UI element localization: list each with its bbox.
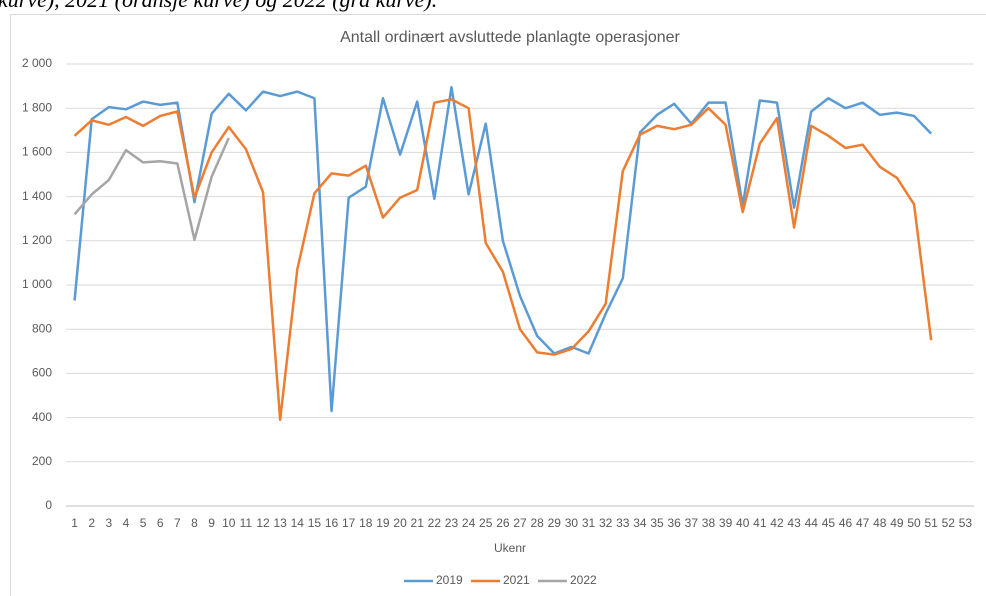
x-tick-label: 3 [105,516,112,530]
x-tick-label: 36 [668,516,682,530]
x-tick-label: 9 [208,516,215,530]
y-tick-label: 1 200 [22,233,52,247]
series-line [73,85,933,413]
x-tick-label: 39 [719,516,733,530]
x-tick-label: 34 [633,516,647,530]
y-tick-label: 400 [32,410,52,424]
x-tick-label: 42 [770,516,784,530]
x-tick-label: 7 [174,516,181,530]
x-tick-label: 40 [736,516,750,530]
y-tick-label: 1 800 [22,100,52,114]
x-tick-label: 2 [88,516,95,530]
x-tick-label: 47 [856,516,870,530]
legend-label: 2021 [503,573,530,587]
y-tick-label: 800 [32,321,52,335]
x-tick-label: 35 [650,516,664,530]
x-tick-label: 44 [805,516,819,530]
chart-border [10,14,986,596]
x-tick-label: 52 [942,516,956,530]
x-tick-label: 4 [123,516,130,530]
x-tick-label: 48 [873,516,887,530]
x-tick-label: 19 [376,516,390,530]
x-tick-label: 21 [411,516,425,530]
x-tick-label: 10 [222,516,236,530]
x-tick-label: 28 [530,516,544,530]
x-tick-label: 11 [240,516,253,530]
x-tick-label: 22 [428,516,442,530]
series-line [73,98,933,422]
caption: kurve), 2021 (oransje kurve) og 2022 (gr… [0,0,437,12]
y-tick-label: 1 000 [22,277,52,291]
x-tick-label: 12 [256,516,270,530]
x-tick-label: 16 [325,516,339,530]
x-tick-label: 37 [685,516,699,530]
x-tick-label: 20 [393,516,407,530]
legend-label: 2019 [436,573,463,587]
series-line [73,137,230,241]
x-tick-label: 5 [140,516,147,530]
x-tick-label: 14 [291,516,305,530]
x-tick-label: 18 [359,516,373,530]
y-tick-label: 2 000 [22,56,52,70]
x-tick-label: 45 [822,516,836,530]
x-tick-label: 1 [71,516,78,530]
x-tick-label: 29 [548,516,562,530]
x-tick-label: 17 [342,516,356,530]
x-tick-label: 24 [462,516,476,530]
x-tick-label: 30 [565,516,579,530]
y-tick-label: 1 600 [22,145,52,159]
x-axis-title: Ukenr [494,541,526,555]
x-tick-label: 38 [702,516,716,530]
x-tick-label: 53 [959,516,973,530]
x-tick-label: 26 [496,516,510,530]
x-tick-label: 51 [924,516,938,530]
y-tick-label: 0 [45,498,52,512]
x-tick-label: 25 [479,516,493,530]
x-tick-label: 33 [616,516,630,530]
chart-title: Antall ordinært avsluttede planlagte ope… [340,29,680,46]
x-tick-label: 8 [191,516,198,530]
x-tick-label: 27 [513,516,527,530]
x-tick-label: 46 [839,516,853,530]
x-tick-label: 50 [907,516,921,530]
x-tick-label: 15 [308,516,322,530]
y-tick-label: 600 [32,366,52,380]
x-tick-label: 23 [445,516,459,530]
x-tick-label: 31 [582,516,596,530]
y-tick-label: 1 400 [22,189,52,203]
x-tick-label: 32 [599,516,613,530]
y-tick-label: 200 [32,454,52,468]
x-tick-label: 6 [157,516,164,530]
x-tick-label: 41 [753,516,767,530]
x-tick-label: 13 [273,516,287,530]
x-tick-label: 49 [890,516,904,530]
x-tick-label: 43 [787,516,801,530]
legend-label: 2022 [570,573,597,587]
